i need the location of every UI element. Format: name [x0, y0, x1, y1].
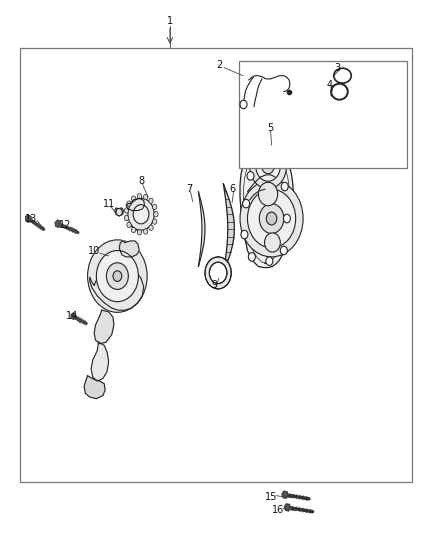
Text: 12: 12 [59, 220, 71, 230]
Text: 13: 13 [25, 214, 38, 223]
Circle shape [241, 230, 248, 239]
Circle shape [270, 139, 277, 147]
Circle shape [265, 233, 280, 252]
Circle shape [280, 246, 287, 255]
Polygon shape [130, 201, 153, 230]
Text: 9: 9 [212, 280, 218, 290]
Circle shape [205, 257, 231, 289]
Circle shape [256, 146, 263, 155]
Text: 8: 8 [138, 176, 144, 186]
Circle shape [240, 100, 247, 109]
Circle shape [266, 212, 277, 225]
Polygon shape [115, 208, 124, 216]
Polygon shape [71, 313, 76, 319]
Circle shape [248, 253, 255, 261]
Circle shape [240, 180, 303, 257]
Polygon shape [284, 504, 290, 511]
Circle shape [266, 257, 273, 265]
Polygon shape [223, 184, 234, 273]
Circle shape [128, 198, 154, 230]
Circle shape [144, 195, 148, 200]
Circle shape [209, 262, 227, 284]
Text: 2: 2 [216, 60, 222, 70]
Circle shape [144, 229, 148, 234]
Circle shape [243, 199, 250, 208]
Circle shape [247, 189, 296, 248]
Text: 1: 1 [167, 17, 173, 26]
Polygon shape [84, 376, 105, 399]
Circle shape [124, 215, 129, 221]
Polygon shape [55, 220, 61, 228]
Text: 14: 14 [66, 311, 78, 320]
Circle shape [259, 204, 284, 233]
Circle shape [124, 208, 129, 213]
Polygon shape [119, 241, 139, 257]
Circle shape [149, 225, 153, 230]
Circle shape [258, 182, 278, 206]
Text: 6: 6 [229, 184, 235, 194]
Polygon shape [90, 265, 144, 310]
Circle shape [106, 263, 128, 289]
Circle shape [247, 172, 254, 180]
Polygon shape [26, 215, 31, 222]
Polygon shape [91, 342, 109, 381]
Polygon shape [94, 310, 114, 344]
Circle shape [154, 212, 158, 217]
Text: 10: 10 [88, 246, 100, 255]
Circle shape [281, 182, 288, 191]
Circle shape [88, 240, 147, 312]
Polygon shape [198, 192, 205, 266]
Circle shape [127, 222, 131, 228]
Circle shape [283, 145, 290, 154]
Circle shape [283, 214, 290, 223]
Circle shape [262, 159, 274, 174]
Text: 5: 5 [268, 123, 274, 133]
Polygon shape [282, 491, 288, 498]
Bar [239, 61, 407, 168]
Circle shape [113, 271, 122, 281]
Text: 16: 16 [272, 505, 284, 514]
Text: 11: 11 [102, 199, 115, 208]
Circle shape [96, 251, 138, 302]
Polygon shape [240, 138, 293, 268]
Text: 15: 15 [265, 492, 277, 502]
Text: 3: 3 [334, 63, 340, 72]
Circle shape [250, 144, 286, 189]
Text: 4: 4 [326, 80, 332, 90]
Circle shape [152, 204, 157, 209]
Circle shape [116, 208, 122, 216]
Circle shape [137, 193, 141, 199]
Circle shape [133, 205, 149, 224]
Circle shape [256, 151, 280, 181]
Circle shape [131, 227, 136, 232]
Circle shape [137, 230, 141, 235]
Circle shape [127, 201, 131, 206]
Circle shape [149, 198, 153, 204]
Polygon shape [126, 198, 145, 211]
Text: 7: 7 [186, 184, 192, 194]
Circle shape [131, 196, 136, 201]
Circle shape [152, 219, 157, 224]
Bar [20, 48, 412, 482]
